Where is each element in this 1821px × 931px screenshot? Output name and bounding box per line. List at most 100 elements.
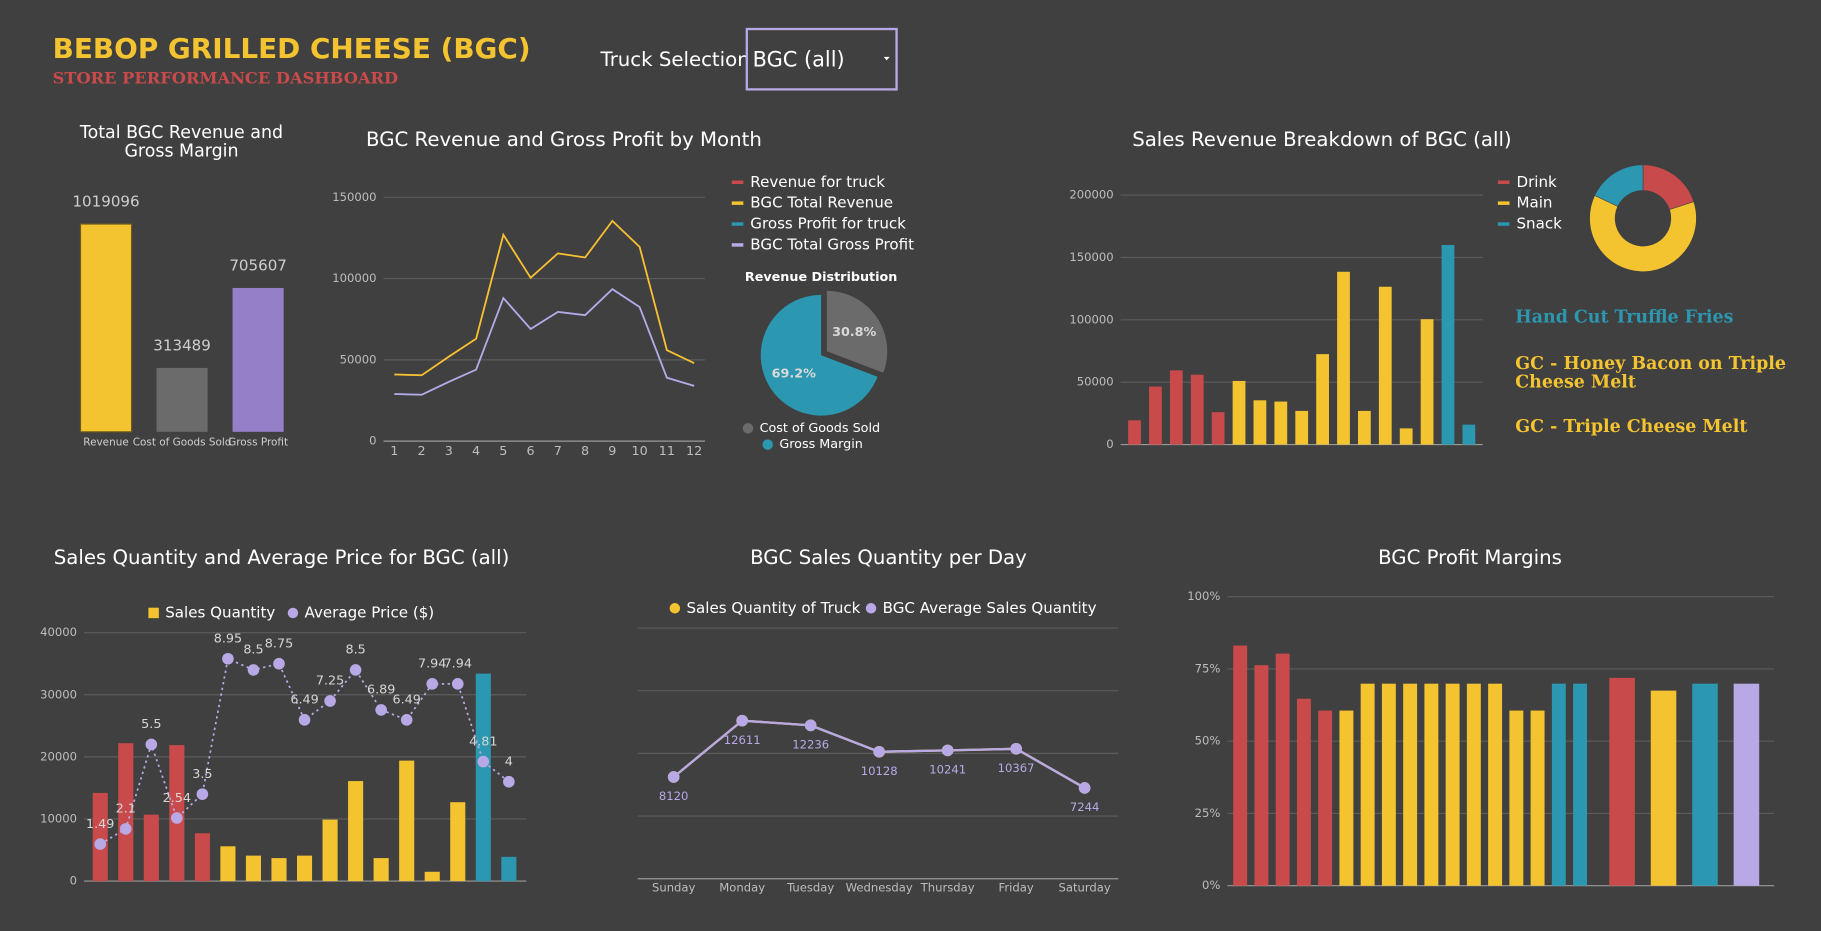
y-tick-label: 10000 <box>40 811 77 825</box>
legend-label: Main <box>1516 194 1552 212</box>
bar <box>1316 354 1329 445</box>
x-tick-label: Saturday <box>1059 881 1111 895</box>
bar <box>1253 400 1267 445</box>
point <box>941 744 954 757</box>
pie-slice <box>760 294 878 416</box>
bar <box>424 871 440 882</box>
legend-label: Sales Quantity <box>165 603 275 621</box>
value-label: 2.1 <box>116 802 136 817</box>
legend-label: Sales Quantity of Truck <box>686 599 860 617</box>
point <box>873 745 885 758</box>
bar <box>79 223 133 433</box>
point <box>804 719 817 732</box>
point <box>1010 742 1022 755</box>
bar <box>296 855 313 882</box>
price-point <box>400 714 413 726</box>
legend-marker <box>287 607 299 619</box>
y-tick-label: 200000 <box>1069 188 1113 202</box>
value-label: 1.49 <box>86 817 114 832</box>
x-tick-label: Thursday <box>920 881 975 895</box>
bar <box>1692 683 1718 886</box>
legend-marker <box>762 439 773 450</box>
bar <box>1445 683 1460 886</box>
annotation: GC - Honey Bacon on Triple Cheese Melt <box>1515 354 1786 393</box>
bar <box>322 819 338 882</box>
value-label: 2.54 <box>163 791 191 806</box>
value-label: 10128 <box>861 764 898 778</box>
bar <box>271 858 287 882</box>
bar <box>1149 386 1162 445</box>
legend-marker <box>669 603 681 614</box>
truck-dropdown[interactable]: BGC (all) <box>745 27 898 91</box>
x-tick-label: Tuesday <box>786 881 834 895</box>
dropdown-caret[interactable] <box>883 56 890 61</box>
bar <box>1211 412 1225 445</box>
value-label: 8.95 <box>214 632 242 647</box>
bar <box>348 781 364 882</box>
dropdown-label: Truck Selection <box>600 48 750 71</box>
value-label: 1019096 <box>72 192 139 210</box>
bar <box>1296 698 1311 886</box>
dropdown-box[interactable] <box>745 27 898 91</box>
price-point <box>375 704 387 716</box>
dropdown-value[interactable]: BGC (all) <box>753 47 845 71</box>
price-point <box>324 695 336 707</box>
y-tick-label: 150000 <box>1069 250 1113 264</box>
bar <box>1318 710 1333 886</box>
point <box>667 771 680 783</box>
bar <box>232 287 284 432</box>
pie-slice <box>826 290 888 373</box>
y-tick-label: 40000 <box>40 625 77 639</box>
value-label: 6.49 <box>392 693 420 708</box>
bar <box>1441 244 1455 445</box>
bar <box>156 367 208 432</box>
bar <box>1339 710 1354 886</box>
value-label: 6.49 <box>290 693 318 708</box>
bar <box>1551 683 1566 886</box>
point <box>1078 782 1091 794</box>
bar <box>1295 410 1309 445</box>
bar <box>1233 645 1248 886</box>
price-point <box>451 678 464 690</box>
annotation-box: GC - Honey Bacon on Triple Cheese Melt <box>1515 354 1786 393</box>
bar <box>1530 710 1545 886</box>
chart-title: Sales Revenue Breakdown of BGC (all) <box>1132 128 1511 151</box>
y-tick-label: 50000 <box>340 352 377 366</box>
value-label: 313489 <box>153 336 211 354</box>
legend-label: Gross Margin <box>779 437 863 452</box>
donut-slice <box>1589 195 1697 272</box>
bar <box>373 858 389 882</box>
bar <box>245 855 262 882</box>
legend-label: Gross Profit for truck <box>750 215 906 233</box>
bar <box>1169 370 1183 445</box>
price-point <box>94 838 107 850</box>
x-tick-label: Revenue <box>83 436 128 448</box>
value-label: 6.89 <box>367 683 395 698</box>
bar <box>1650 690 1677 886</box>
bar <box>475 673 491 882</box>
value-label: 12236 <box>792 738 829 752</box>
bar <box>1609 677 1635 886</box>
bar <box>92 792 108 882</box>
legend-label: Drink <box>1516 173 1557 191</box>
value-label: 10241 <box>929 763 966 777</box>
x-tick-label: Monday <box>719 881 765 895</box>
y-tick-label: 0% <box>1202 878 1220 892</box>
bar <box>118 743 134 882</box>
x-tick-label: Gross Profit <box>228 436 288 448</box>
y-tick-label: 50000 <box>1077 375 1114 389</box>
y-tick-label: 100000 <box>332 271 376 285</box>
x-tick-label: 11 <box>659 444 675 459</box>
y-tick-label: 100000 <box>1069 312 1113 326</box>
price-point <box>273 657 285 670</box>
x-tick-label: 7 <box>554 444 562 459</box>
chart-title: BGC Profit Margins <box>1378 546 1562 569</box>
price-point <box>477 755 490 768</box>
value-label: 10367 <box>998 761 1035 775</box>
value-label: 8.5 <box>345 643 365 658</box>
price-point <box>171 812 183 824</box>
bar <box>1466 683 1481 886</box>
bar <box>1337 271 1350 445</box>
bar <box>1274 401 1288 445</box>
price-point <box>503 775 515 788</box>
